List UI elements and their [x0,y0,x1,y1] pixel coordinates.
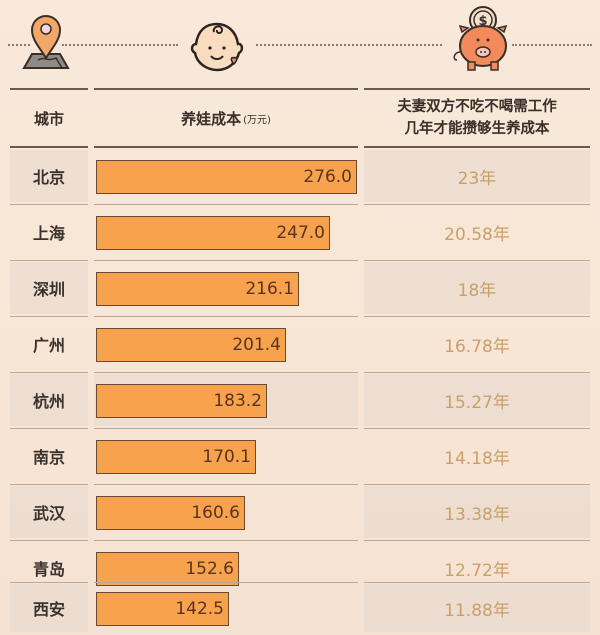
cost-bar: 247.0 [96,216,330,250]
dotted-divider [512,44,592,48]
years-value: 13.38年 [444,504,510,525]
header-years: 夫妻双方不吃不喝需工作 几年才能攒够生养成本 [364,90,590,146]
years-value: 12.72年 [444,560,510,581]
header-bottom-line [94,146,358,148]
years-value: 18年 [457,280,497,301]
row-divider [10,582,88,583]
baby-face-icon [190,22,244,72]
city-label: 杭州 [32,392,65,411]
city-label: 北京 [32,168,65,187]
row-divider [364,260,590,261]
table-row: 西安 142.5 11.88年 [0,582,600,634]
years-value: 15.27年 [444,392,510,413]
header-cost-label: 养娃成本 [181,109,242,128]
row-divider [364,204,590,205]
row-divider [94,582,358,583]
header-cost: 养娃成本 (万元) [94,90,358,146]
cost-value: 170.1 [202,447,251,467]
row-divider [94,316,358,317]
city-label: 深圳 [32,280,65,299]
dotted-divider [8,44,30,48]
table-row: 青岛 152.6 12.72年 [0,540,600,596]
row-divider [94,484,358,485]
years-value: 14.18年 [444,448,510,469]
cost-bar: 142.5 [96,592,229,626]
dotted-divider [256,44,442,48]
dotted-divider [62,44,178,48]
table-row: 深圳 216.1 18年 [0,260,600,316]
header-bottom-line [10,146,88,148]
table-row: 南京 170.1 14.18年 [0,428,600,484]
years-value: 11.88年 [444,600,510,621]
cost-value: 160.6 [191,503,240,523]
cost-bar: 183.2 [96,384,267,418]
map-pin-icon [22,15,70,69]
city-label: 武汉 [32,504,65,523]
table-row: 杭州 183.2 15.27年 [0,372,600,428]
cost-value: 152.6 [185,559,234,579]
header-top-line [10,88,88,90]
row-divider [364,540,590,541]
city-label: 西安 [32,600,65,619]
cost-value: 276.0 [303,167,352,187]
row-divider [10,260,88,261]
piggy-bank-icon: $ [453,6,508,71]
header-top-line [94,88,358,90]
years-value: 16.78年 [444,336,510,357]
row-divider [94,428,358,429]
table-row: 上海 247.0 20.58年 [0,204,600,260]
header-bottom-line [364,146,590,148]
cost-bar: 201.4 [96,328,286,362]
row-divider [94,260,358,261]
row-divider [364,582,590,583]
row-divider [10,316,88,317]
cost-bar: 152.6 [96,552,239,586]
row-divider [364,316,590,317]
table-row: 北京 276.0 23年 [0,148,600,204]
row-divider [10,484,88,485]
header-cost-unit: (万元) [243,114,271,126]
table-row: 武汉 160.6 13.38年 [0,484,600,540]
cost-value: 247.0 [276,223,325,243]
years-value: 20.58年 [444,224,510,245]
city-label: 南京 [32,448,65,467]
row-divider [94,372,358,373]
city-label: 青岛 [32,560,65,579]
table-row: 广州 201.4 16.78年 [0,316,600,372]
row-divider [364,372,590,373]
cost-bar: 216.1 [96,272,299,306]
row-divider [94,540,358,541]
row-divider [364,428,590,429]
header-city: 城市 [10,90,88,146]
row-divider [364,484,590,485]
row-divider [10,372,88,373]
header-city-label: 城市 [33,109,64,128]
row-divider [10,204,88,205]
city-label: 广州 [32,336,65,355]
svg-text:$: $ [478,14,487,29]
cost-value: 142.5 [175,599,224,619]
row-divider [10,540,88,541]
cost-value: 201.4 [232,335,281,355]
cost-bar: 160.6 [96,496,245,530]
cost-bar: 170.1 [96,440,256,474]
header-top-line [364,88,590,90]
row-divider [10,428,88,429]
cost-value: 216.1 [245,279,294,299]
cost-value: 183.2 [213,391,262,411]
header-years-line2: 几年才能攒够生养成本 [404,121,550,137]
header-years-line1: 夫妻双方不吃不喝需工作 [397,99,557,115]
city-label: 上海 [32,224,65,243]
row-divider [94,204,358,205]
years-value: 23年 [457,168,497,189]
cost-bar: 276.0 [96,160,357,194]
